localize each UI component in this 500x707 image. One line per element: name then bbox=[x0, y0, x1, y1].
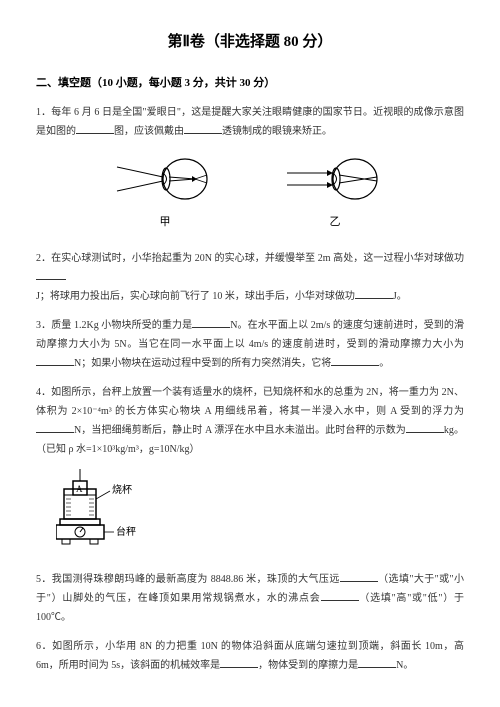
q2-text-b: J；将球用力投出后，实心球向前飞行了 10 米，球出手后，小华对球做功 bbox=[36, 291, 355, 302]
svg-text:烧杯: 烧杯 bbox=[112, 483, 132, 496]
q2-text-a: 2．在实心球测试时，小华抬起重为 20N 的实心球，并缓慢举至 2m 高处，这一… bbox=[36, 253, 464, 264]
blank bbox=[331, 355, 379, 366]
question-1: 1．每年 6 月 6 日是全国"爱眼日"，这是提醒大家关注眼睛健康的国家节日。近… bbox=[36, 103, 464, 141]
eye-label-right: 乙 bbox=[285, 212, 385, 233]
blank bbox=[321, 590, 359, 601]
blank bbox=[36, 422, 74, 433]
eye-diagram-left: 甲 bbox=[115, 155, 215, 233]
blank bbox=[355, 288, 393, 299]
blank bbox=[76, 123, 114, 134]
q5-text-a: 5．我国测得珠穆朗玛峰的最新高度为 8848.86 米，珠顶的大气压远 bbox=[36, 574, 340, 585]
q1-text-c: 透镜制成的眼镜来矫正。 bbox=[222, 126, 332, 137]
q3-text-c: N；如果小物块在运动过程中受到的所有力突然消失，它将 bbox=[74, 358, 331, 369]
scale-diagram: A 烧杯 台秤 bbox=[56, 469, 464, 556]
q4-text-a: 4．如图所示，台秤上放置一个装有适量水的烧杯，已知烧杯和水的总重为 2N，将一重… bbox=[36, 387, 464, 417]
question-4: 4．如图所示，台秤上放置一个装有适量水的烧杯，已知烧杯和水的总重为 2N，将一重… bbox=[36, 383, 464, 459]
eye-label-left: 甲 bbox=[115, 212, 215, 233]
section-header: 二、填空题（10 小题，每小题 3 分，共计 30 分） bbox=[36, 73, 464, 94]
question-3: 3．质量 1.2Kg 小物块所受的重力是N。在水平面上以 2m/s 的速度匀速前… bbox=[36, 316, 464, 373]
question-2: 2．在实心球测试时，小华抬起重为 20N 的实心球，并缓慢举至 2m 高处，这一… bbox=[36, 249, 464, 306]
q2-text-c: J。 bbox=[393, 291, 407, 302]
q1-text-b: 图，应该佩戴由 bbox=[114, 126, 184, 137]
eye-converge-icon bbox=[115, 155, 215, 203]
blank bbox=[192, 317, 230, 328]
eye-diagram-row: 甲 乙 bbox=[36, 155, 464, 233]
q6-text-b: ，物体受到的摩擦力是 bbox=[258, 660, 358, 671]
blank bbox=[36, 269, 66, 280]
blank bbox=[406, 422, 444, 433]
blank bbox=[220, 657, 258, 668]
question-6: 6．如图所示，小华用 8N 的力把重 10N 的物体沿斜面从底端匀速拉到顶端，斜… bbox=[36, 637, 464, 675]
blank bbox=[184, 123, 222, 134]
q4-text-b: N，当把细绳剪断后，静止时 A 漂浮在水中且水未溢出。此时台秤的示数为 bbox=[74, 425, 406, 436]
blank bbox=[340, 571, 378, 582]
svg-text:台秤: 台秤 bbox=[116, 525, 136, 538]
q3-text-d: 。 bbox=[379, 358, 389, 369]
question-5: 5．我国测得珠穆朗玛峰的最新高度为 8848.86 米，珠顶的大气压远（选填"大… bbox=[36, 570, 464, 627]
blank bbox=[36, 355, 74, 366]
q3-text-a: 3．质量 1.2Kg 小物块所受的重力是 bbox=[36, 320, 192, 331]
beaker-scale-icon: A 烧杯 台秤 bbox=[56, 469, 166, 549]
eye-parallel-icon bbox=[285, 155, 385, 203]
q6-text-c: N。 bbox=[396, 660, 413, 671]
eye-diagram-right: 乙 bbox=[285, 155, 385, 233]
blank bbox=[358, 657, 396, 668]
page-title: 第Ⅱ卷（非选择题 80 分） bbox=[36, 28, 464, 57]
